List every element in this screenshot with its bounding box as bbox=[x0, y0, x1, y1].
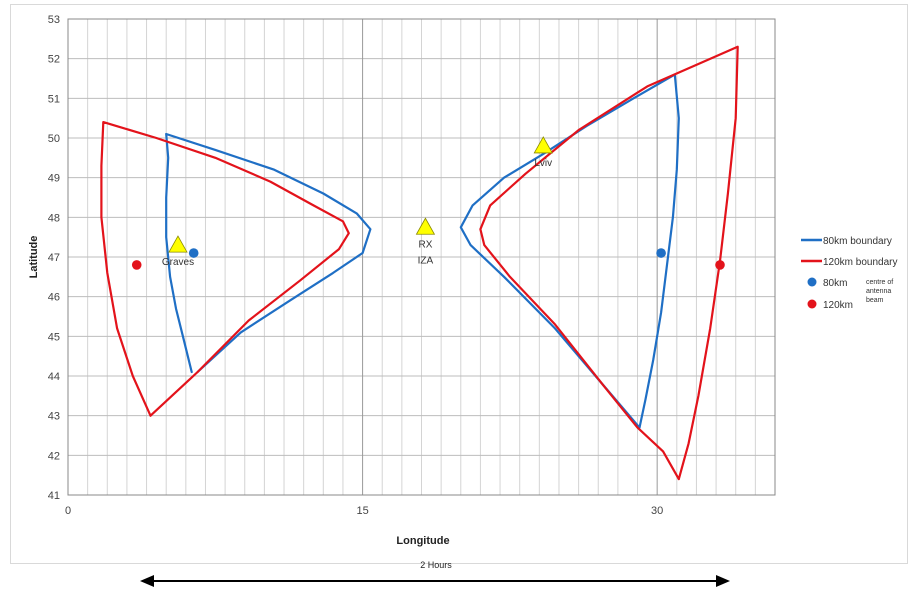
station-label: IZA bbox=[418, 255, 434, 266]
legend-note-line2: antenna bbox=[866, 288, 891, 295]
y-tick-label: 46 bbox=[48, 292, 60, 304]
y-tick-label: 42 bbox=[48, 450, 60, 462]
y-tick-label: 52 bbox=[48, 54, 60, 66]
legend-80km-dot-label: 80km bbox=[823, 278, 847, 289]
station-triangle-graves bbox=[168, 235, 188, 253]
legend-80km-line-label: 80km boundary bbox=[823, 236, 892, 247]
beam-centre-80km-dot bbox=[188, 248, 199, 258]
y-tick-label: 51 bbox=[48, 93, 60, 105]
boundary-80km-line bbox=[459, 73, 680, 429]
boundary-lines bbox=[100, 45, 739, 481]
boundary-120km-line bbox=[100, 120, 350, 417]
y-tick-label: 41 bbox=[48, 490, 60, 502]
y-tick-label: 45 bbox=[48, 331, 60, 343]
y-tick-label: 44 bbox=[48, 371, 60, 383]
beam-centre-120km-dot bbox=[715, 260, 725, 270]
legend-120km-dot-label: 120km bbox=[823, 300, 853, 311]
y-axis-title: Latitude bbox=[28, 236, 40, 279]
legend-120km-dot-swatch bbox=[807, 299, 817, 309]
y-tick-label: 48 bbox=[48, 212, 60, 224]
time-span-label: 2 Hours bbox=[420, 560, 452, 570]
x-tick-labels: 0 15 30 bbox=[65, 505, 663, 517]
y-tick-label: 47 bbox=[48, 252, 60, 264]
beam-centre-120km-dot bbox=[131, 260, 142, 270]
station-triangle-lviv bbox=[533, 136, 553, 154]
station-markers: Graves RX IZA Lviv bbox=[162, 136, 553, 268]
y-tick-label: 49 bbox=[48, 173, 60, 185]
time-span-annotation: 2 Hours bbox=[140, 560, 730, 587]
station-label: Lviv bbox=[534, 158, 552, 169]
time-span-arrowhead-left bbox=[140, 575, 154, 587]
legend: 80km boundary 120km boundary 80km 120km … bbox=[801, 236, 898, 311]
beam-centre-80km-dot bbox=[656, 248, 666, 258]
x-tick-label: 30 bbox=[651, 505, 663, 517]
station-triangle-rx bbox=[415, 217, 436, 235]
beam-centre-markers bbox=[131, 248, 725, 270]
plot-area-border bbox=[67, 18, 776, 496]
legend-120km-line-label: 120km boundary bbox=[823, 257, 898, 268]
legend-note-line1: centre of bbox=[866, 279, 893, 286]
x-axis-title: Longitude bbox=[396, 535, 449, 547]
y-tick-labels: 41 42 43 44 45 46 47 48 49 50 51 52 53 bbox=[48, 14, 60, 502]
station-label: Graves bbox=[162, 257, 194, 268]
boundary-80km-line bbox=[165, 132, 372, 374]
legend-note-line3: beam bbox=[866, 297, 884, 304]
y-tick-label: 50 bbox=[48, 133, 60, 145]
time-span-arrowhead-right bbox=[716, 575, 730, 587]
x-tick-label: 0 bbox=[65, 505, 71, 517]
boundary-120km-line bbox=[479, 45, 739, 481]
station-label: RX bbox=[418, 239, 432, 250]
legend-80km-dot-swatch bbox=[807, 277, 817, 287]
y-tick-label: 43 bbox=[48, 411, 60, 423]
x-tick-label: 15 bbox=[356, 505, 368, 517]
y-tick-label: 53 bbox=[48, 14, 60, 26]
